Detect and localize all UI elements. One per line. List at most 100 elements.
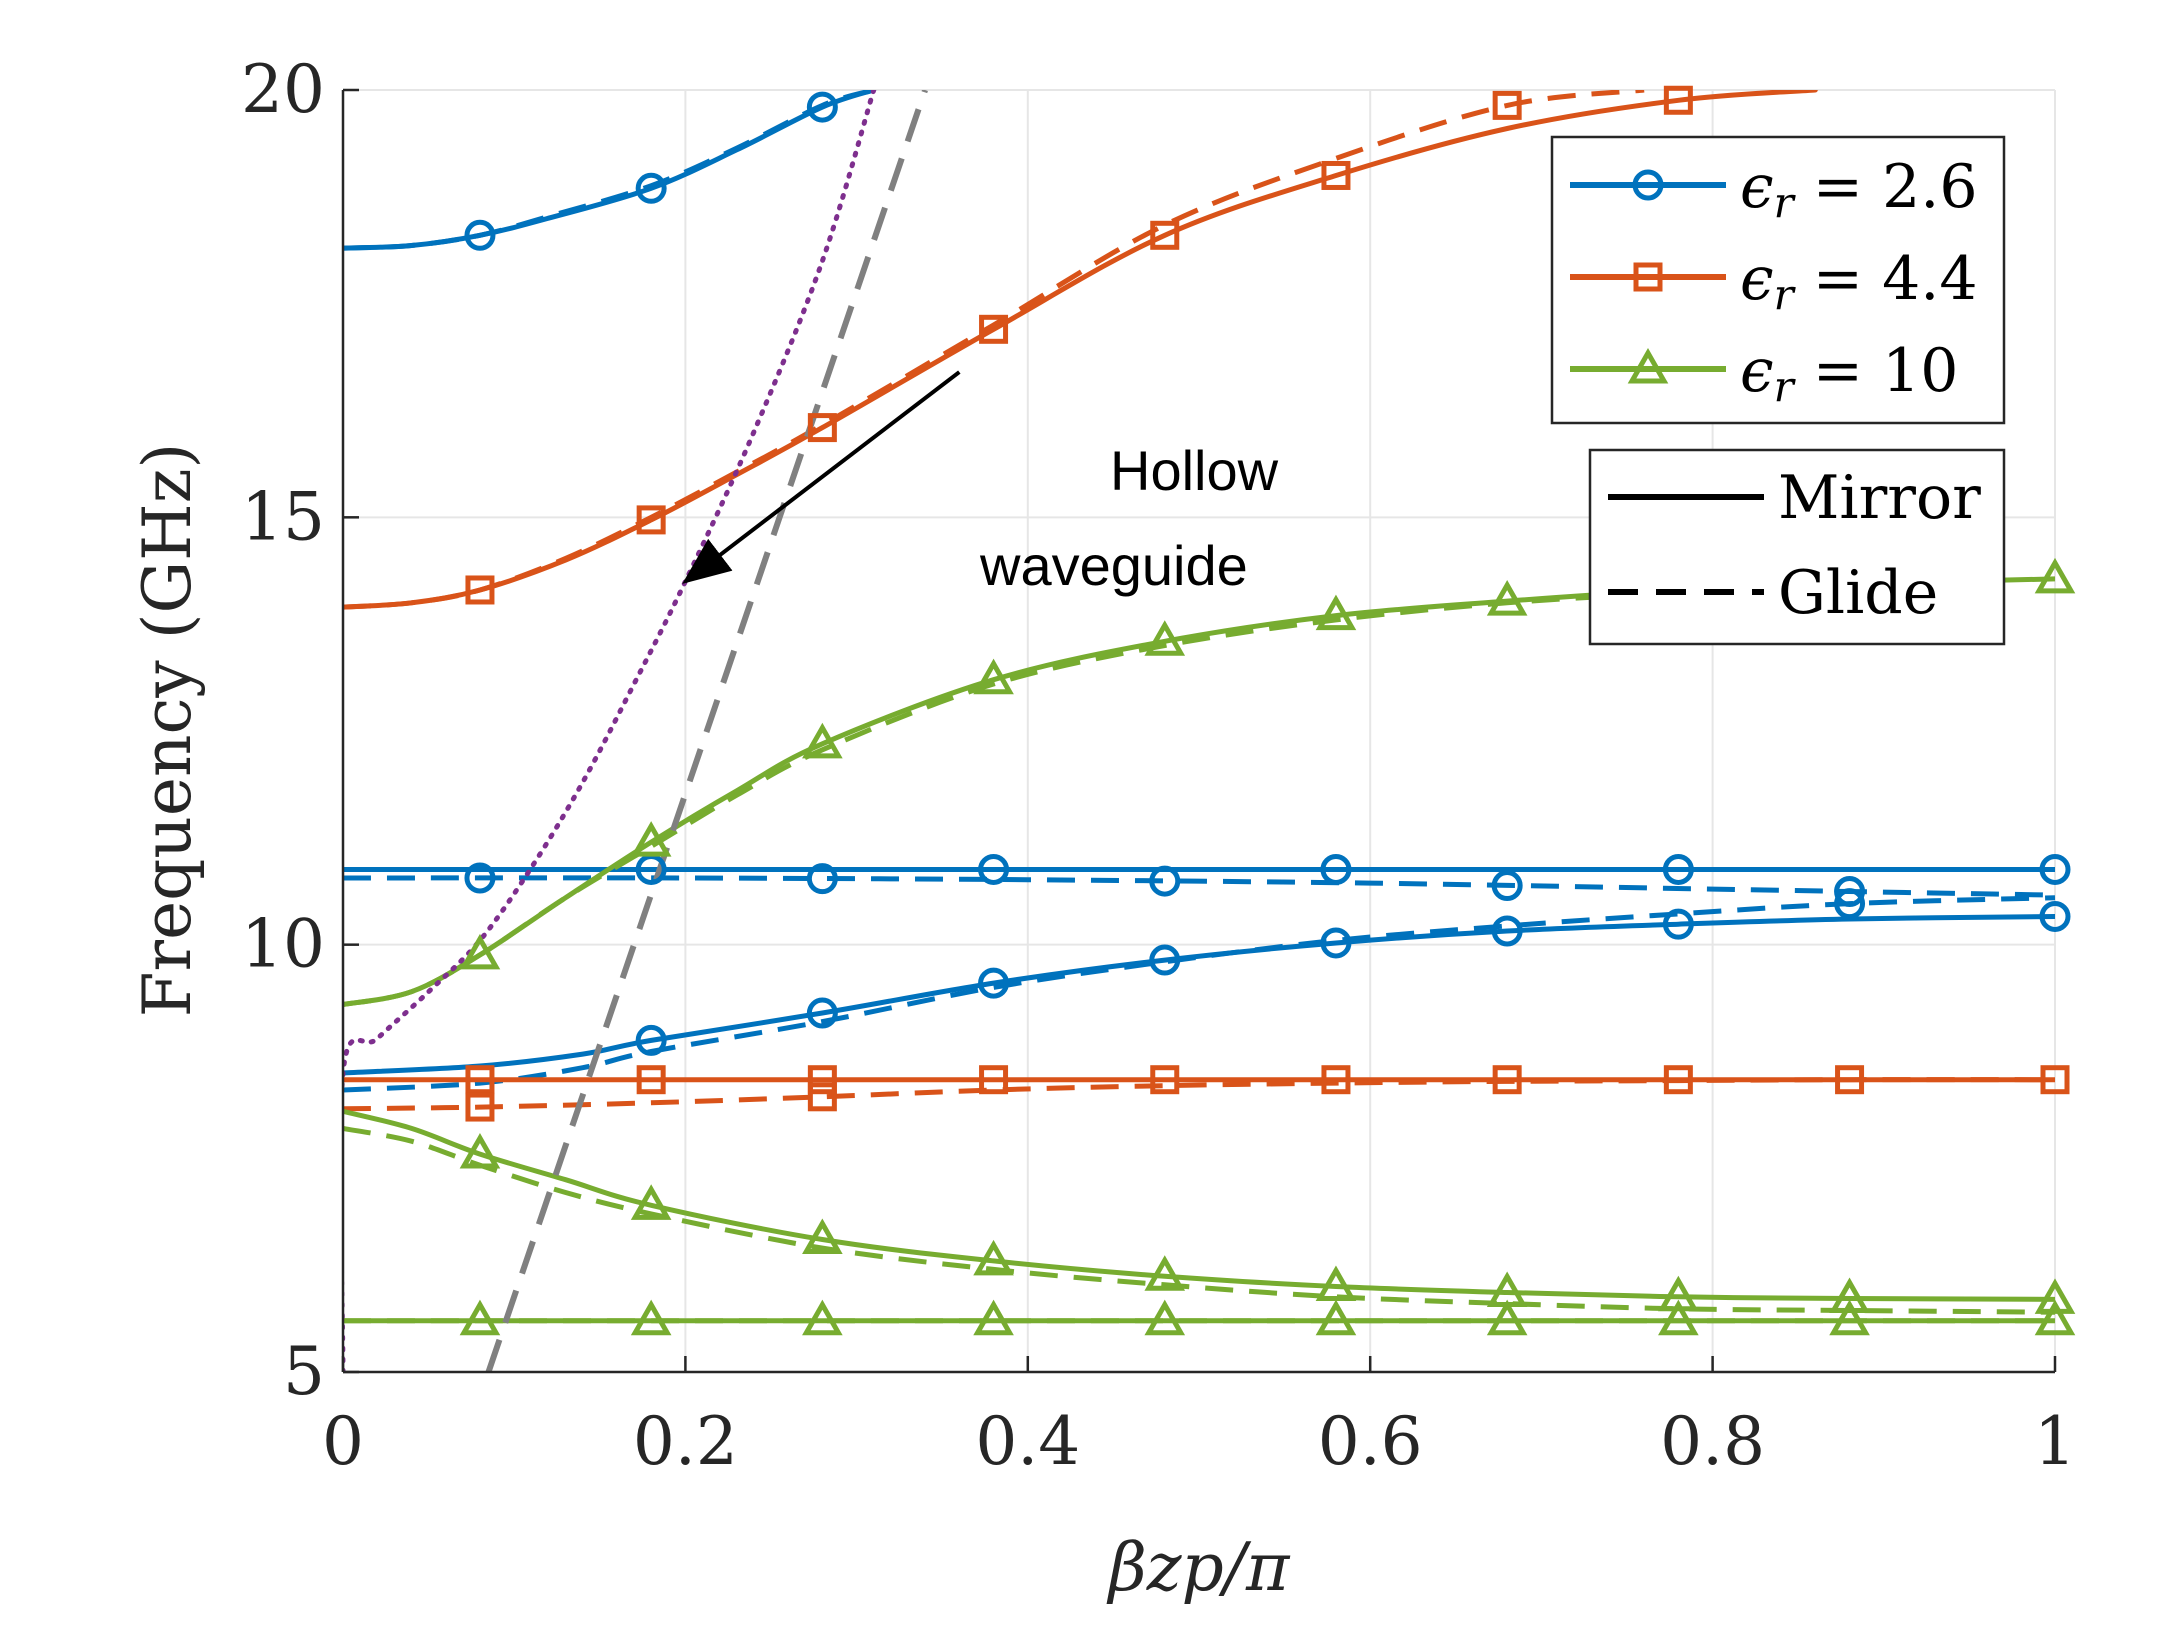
data-point — [973, 1299, 1014, 1336]
legend-material-label: ϵr = 10 — [1740, 336, 1958, 411]
data-point — [630, 1184, 672, 1220]
data-point — [2034, 1299, 2076, 1336]
data-point — [1663, 1065, 1693, 1095]
y-tick-label: 5 — [283, 1333, 325, 1410]
markers-layer — [459, 85, 2076, 1336]
data-point — [635, 172, 667, 204]
series-line — [343, 1108, 2055, 1302]
x-tick-label: 0.4 — [975, 1403, 1080, 1480]
y-axis-title: Frequency (GHz) — [129, 443, 206, 1018]
series-line — [343, 90, 875, 251]
data-point — [465, 575, 495, 605]
legend-mirror-label: Mirror — [1778, 463, 1981, 533]
data-point — [1662, 908, 1694, 940]
series-line — [343, 895, 2055, 1093]
data-point — [978, 853, 1010, 885]
data-point — [1662, 853, 1694, 885]
data-point — [459, 1299, 501, 1336]
data-point — [1486, 580, 1528, 616]
data-point — [1321, 160, 1351, 190]
data-point — [2040, 1065, 2070, 1095]
data-point — [2039, 853, 2071, 885]
data-point — [1829, 1277, 1870, 1313]
data-point — [1492, 1065, 1522, 1095]
data-point — [1149, 865, 1181, 897]
annotation-line1: Hollow — [1110, 439, 1279, 502]
y-tick-label: 10 — [241, 906, 325, 983]
data-point — [1315, 594, 1357, 631]
data-point — [1834, 876, 1866, 908]
data-point — [806, 863, 838, 895]
series-line — [343, 1125, 2055, 1315]
data-point — [807, 413, 837, 443]
data-point — [802, 1299, 843, 1336]
data-point — [1320, 853, 1352, 885]
data-point — [978, 967, 1010, 999]
series-line — [343, 875, 2055, 898]
data-point — [2034, 1278, 2076, 1314]
legend-glide-label: Glide — [1778, 558, 1938, 628]
annotation-arrow — [682, 370, 961, 584]
y-tick-label: 20 — [241, 51, 325, 128]
x-axis-title: βzp/π — [1106, 1529, 1291, 1606]
data-point — [1486, 1299, 1528, 1336]
data-point — [807, 1065, 837, 1095]
data-point — [802, 722, 843, 759]
series-line — [485, 90, 928, 1372]
y-tick-label: 15 — [241, 478, 325, 555]
data-point — [1491, 915, 1523, 947]
data-point — [807, 1082, 837, 1112]
data-point — [1144, 1299, 1186, 1336]
data-point — [973, 658, 1014, 695]
legend-styles: Mirror Glide — [1588, 448, 2006, 646]
data-point — [1144, 620, 1186, 656]
annotation-line2: waveguide — [979, 534, 1248, 597]
data-point — [2034, 557, 2076, 594]
data-point — [1315, 1299, 1357, 1336]
data-point — [2039, 900, 2071, 932]
data-point — [464, 862, 496, 894]
data-point — [1834, 888, 1866, 920]
legend-swatch-marker — [1627, 347, 1669, 384]
data-point — [459, 1133, 501, 1169]
data-point — [1149, 944, 1181, 976]
legend-material-label: ϵr = 4.4 — [1740, 244, 1978, 319]
data-point — [465, 1065, 495, 1095]
legend-swatch-marker — [1632, 169, 1664, 201]
legend-styles-box — [1588, 448, 2006, 646]
data-point — [1491, 870, 1523, 902]
data-point — [635, 1024, 667, 1056]
data-point — [636, 505, 666, 535]
series-line — [343, 90, 877, 1372]
data-point — [806, 91, 838, 123]
data-point — [802, 1218, 843, 1255]
data-point — [1150, 1065, 1180, 1095]
legend-swatch-marker — [1633, 262, 1663, 292]
data-point — [464, 219, 496, 251]
data-point — [806, 997, 838, 1029]
data-point — [636, 1065, 666, 1095]
data-point — [979, 314, 1009, 344]
data-point — [630, 821, 672, 857]
data-point — [973, 1239, 1014, 1276]
data-point — [1492, 90, 1522, 120]
data-point — [630, 1299, 672, 1336]
data-point — [1320, 927, 1352, 959]
data-point — [1315, 1265, 1357, 1302]
data-point — [1829, 1299, 1870, 1336]
data-point — [1835, 1065, 1865, 1095]
data-point — [1658, 1299, 1699, 1336]
data-point — [979, 1065, 1009, 1095]
data-point — [1321, 1065, 1351, 1095]
x-tick-label: 1 — [2034, 1403, 2076, 1480]
data-point — [1663, 85, 1693, 115]
legend-materials: ϵr = 2.6 ϵr = 4.4 ϵr = 10 — [1550, 135, 2006, 425]
data-point — [459, 933, 501, 970]
data-point — [465, 1092, 495, 1122]
x-tick-label: 0.2 — [633, 1403, 738, 1480]
x-tick-label: 0.6 — [1318, 1403, 1423, 1480]
series-line — [343, 590, 1679, 1007]
x-tick-label: 0 — [322, 1403, 364, 1480]
